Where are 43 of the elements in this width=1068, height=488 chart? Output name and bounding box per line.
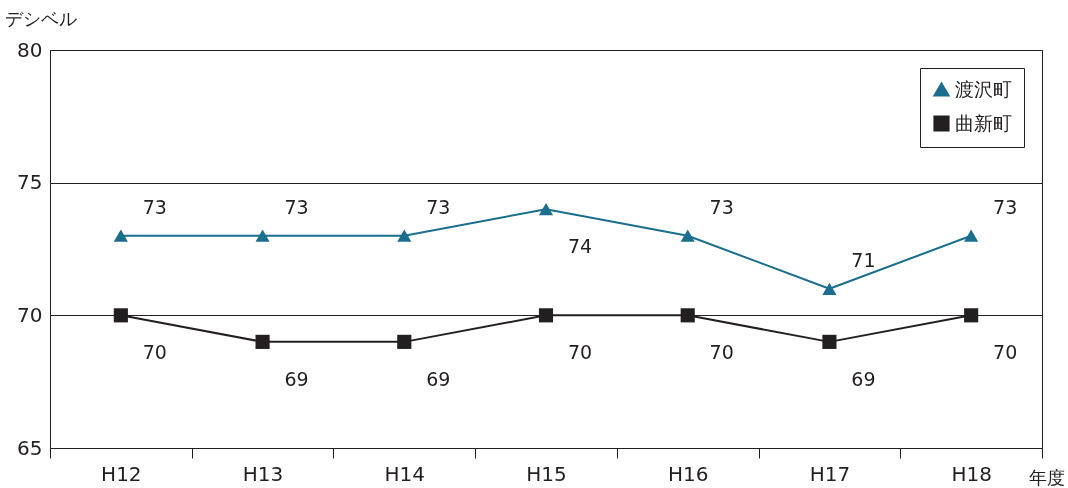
x-tick-label: H13: [242, 461, 284, 486]
data-label: 70: [567, 341, 593, 364]
y-tick-label: 70: [17, 302, 43, 327]
y-tick-label: 80: [17, 37, 43, 62]
data-label: 71: [851, 248, 876, 271]
point: [964, 229, 979, 242]
x-tick-label: H16: [667, 461, 709, 486]
legend-label: 曲新町: [955, 111, 1012, 134]
data-label: 74: [567, 235, 593, 258]
data-label: 73: [993, 195, 1018, 218]
point: [255, 334, 270, 349]
point: [113, 229, 128, 242]
x-tick-label: H12: [101, 461, 142, 486]
point: [538, 203, 554, 216]
point: [964, 308, 979, 323]
data-label: 73: [426, 195, 451, 218]
data-label: 73: [709, 195, 734, 218]
x-tick-label: H17: [809, 461, 851, 486]
point: [822, 282, 837, 295]
y-tick-label: 75: [17, 170, 43, 195]
x-tick-label: H18: [951, 461, 992, 486]
data-label: 73: [284, 195, 309, 218]
data-label: 70: [709, 341, 734, 364]
point: [255, 229, 270, 242]
legend-label: 渡沢町: [955, 77, 1012, 100]
data-label: 70: [993, 341, 1018, 364]
point: [113, 308, 128, 323]
x-tick-label: H14: [384, 461, 426, 486]
data-label: 70: [142, 341, 167, 364]
data-label: 69: [284, 367, 309, 390]
point: [397, 229, 412, 242]
y-tick-label: 65: [17, 435, 43, 460]
data-label: 69: [851, 367, 876, 390]
x-axis-title: 年度: [1028, 466, 1065, 488]
y-axis-title: デシベル: [4, 7, 77, 29]
point: [397, 334, 412, 349]
point: [680, 308, 695, 323]
point: [822, 334, 837, 349]
data-label: 69: [426, 367, 451, 390]
x-tick-label: H15: [526, 461, 567, 486]
point: [680, 229, 695, 242]
point: [538, 308, 554, 323]
data-label: 73: [142, 195, 167, 218]
